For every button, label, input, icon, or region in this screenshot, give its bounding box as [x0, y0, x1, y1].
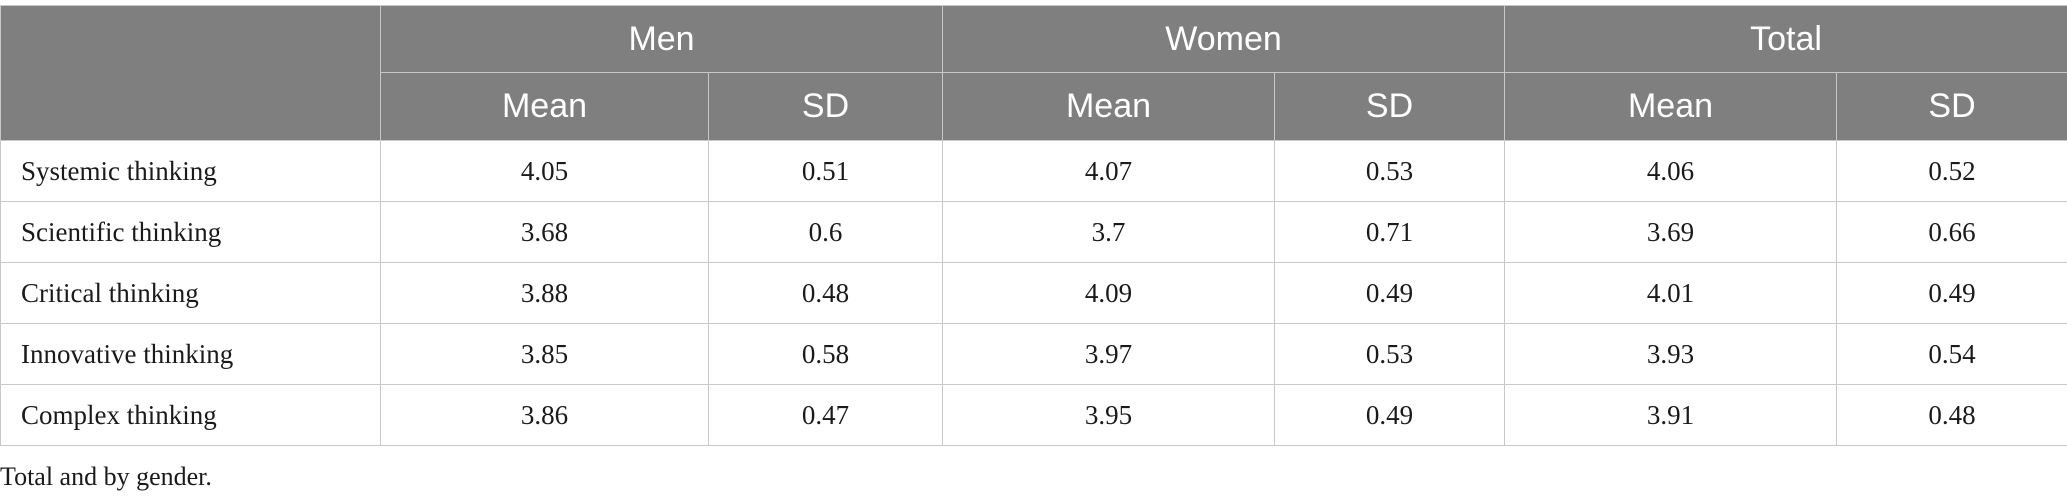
cell-men-mean: 3.88	[380, 262, 709, 324]
cell-women-sd: 0.53	[1274, 323, 1506, 385]
cell-women-sd: 0.49	[1274, 384, 1506, 446]
subheader-total-sd: SD	[1836, 72, 2067, 141]
cell-women-mean: 3.95	[942, 384, 1276, 446]
cell-total-sd: 0.49	[1836, 262, 2067, 324]
cell-women-sd: 0.71	[1274, 201, 1506, 263]
row-label: Complex thinking	[0, 384, 381, 446]
cell-men-sd: 0.58	[707, 323, 944, 385]
results-table-container: Men Women Total Mean SD Mean SD Mean SD …	[0, 5, 2067, 446]
cell-women-sd: 0.53	[1274, 140, 1506, 202]
table-row: Systemic thinking 4.05 0.51 4.07 0.53 4.…	[0, 140, 2067, 202]
table-caption: Total and by gender.	[0, 462, 212, 491]
table-body: Systemic thinking 4.05 0.51 4.07 0.53 4.…	[0, 140, 2067, 446]
cell-total-sd: 0.48	[1836, 384, 2067, 446]
cell-men-sd: 0.51	[707, 140, 944, 202]
group-header-total: Total	[1504, 5, 2067, 73]
row-label: Innovative thinking	[0, 323, 381, 385]
row-label: Critical thinking	[0, 262, 381, 324]
cell-total-sd: 0.66	[1836, 201, 2067, 263]
cell-men-mean: 4.05	[380, 140, 709, 202]
cell-men-mean: 3.68	[380, 201, 709, 263]
subheader-women-sd: SD	[1274, 72, 1506, 141]
row-label: Systemic thinking	[0, 140, 381, 202]
cell-total-mean: 4.01	[1504, 262, 1838, 324]
cell-total-mean: 3.91	[1504, 384, 1838, 446]
corner-cell	[0, 5, 381, 141]
cell-men-sd: 0.6	[707, 201, 944, 263]
subheader-women-mean: Mean	[942, 72, 1276, 141]
cell-men-sd: 0.48	[707, 262, 944, 324]
subheader-men-sd: SD	[707, 72, 944, 141]
cell-women-mean: 3.7	[942, 201, 1276, 263]
cell-women-sd: 0.49	[1274, 262, 1506, 324]
cell-men-mean: 3.85	[380, 323, 709, 385]
cell-total-sd: 0.54	[1836, 323, 2067, 385]
table-row: Complex thinking 3.86 0.47 3.95 0.49 3.9…	[0, 384, 2067, 446]
cell-men-mean: 3.86	[380, 384, 709, 446]
cell-women-mean: 4.07	[942, 140, 1276, 202]
row-label: Scientific thinking	[0, 201, 381, 263]
group-header-men: Men	[379, 5, 944, 73]
cell-total-sd: 0.52	[1836, 140, 2067, 202]
table-header: Men Women Total Mean SD Mean SD Mean SD	[0, 5, 2067, 141]
subheader-total-mean: Mean	[1504, 72, 1838, 141]
table-row: Innovative thinking 3.85 0.58 3.97 0.53 …	[0, 323, 2067, 385]
cell-total-mean: 3.69	[1504, 201, 1838, 263]
subheader-row: Mean SD Mean SD Mean SD	[1, 72, 2067, 141]
group-header-row: Men Women Total	[0, 5, 2067, 141]
cell-women-mean: 4.09	[942, 262, 1276, 324]
table-row: Scientific thinking 3.68 0.6 3.7 0.71 3.…	[0, 201, 2067, 263]
cell-total-mean: 3.93	[1504, 323, 1838, 385]
subheader-men-mean: Mean	[380, 72, 709, 141]
results-table: Men Women Total Mean SD Mean SD Mean SD …	[0, 5, 2067, 446]
table-row: Critical thinking 3.88 0.48 4.09 0.49 4.…	[0, 262, 2067, 324]
cell-women-mean: 3.97	[942, 323, 1276, 385]
cell-total-mean: 4.06	[1504, 140, 1838, 202]
group-header-women: Women	[942, 5, 1506, 73]
cell-men-sd: 0.47	[707, 384, 944, 446]
